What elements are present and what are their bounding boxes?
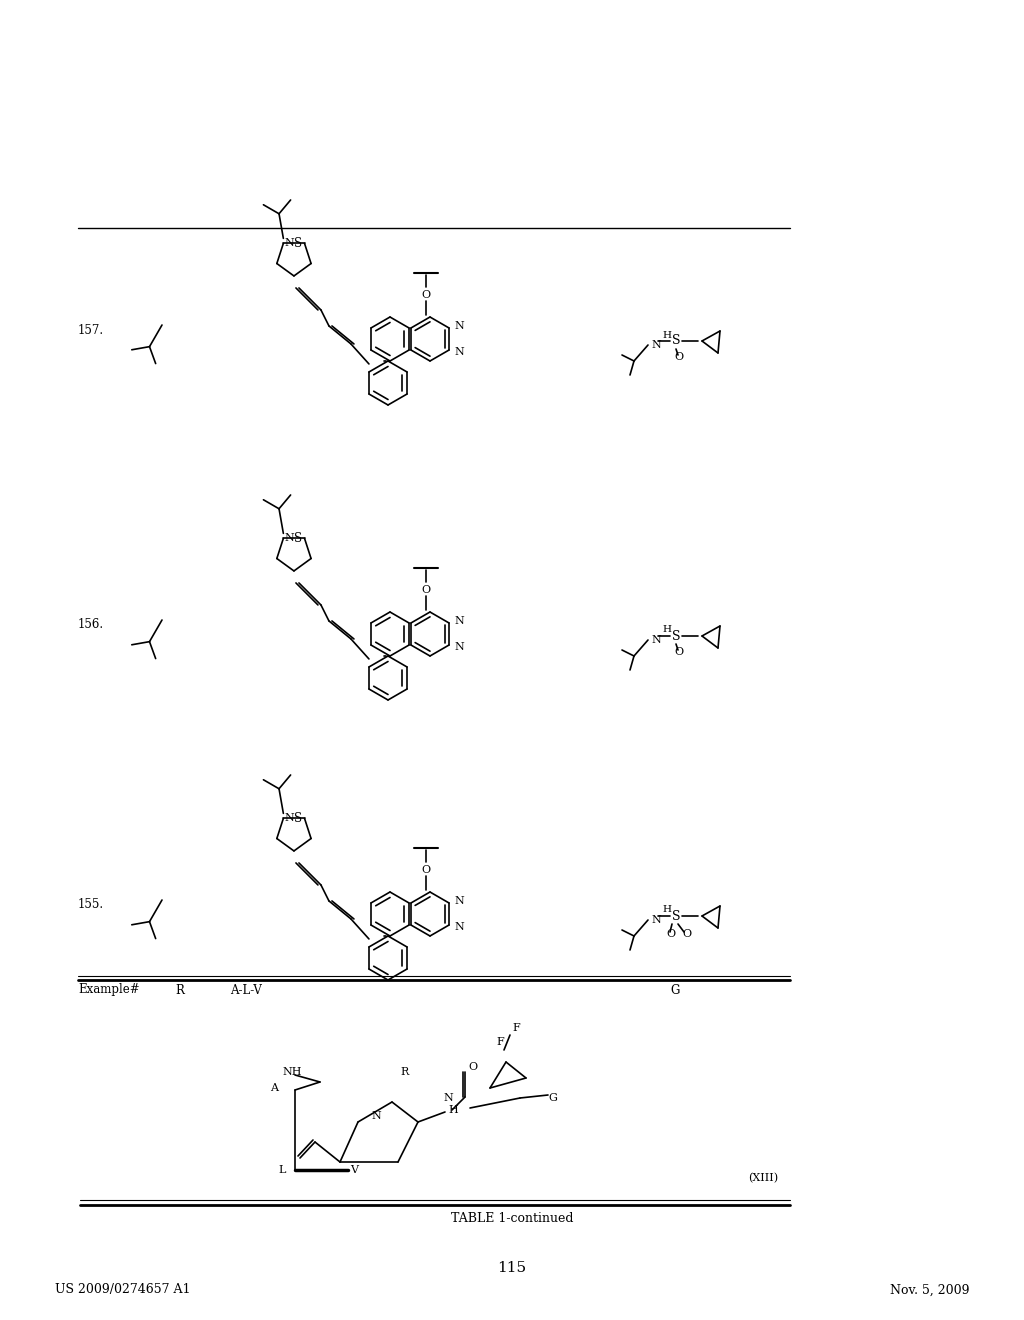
Text: Example#: Example#: [78, 983, 139, 997]
Text: NH: NH: [282, 1067, 301, 1077]
Text: R: R: [175, 983, 184, 997]
Text: N: N: [443, 1093, 453, 1104]
Text: V: V: [350, 1166, 358, 1175]
Text: O: O: [682, 929, 691, 939]
Text: H: H: [662, 330, 671, 339]
Text: N: N: [651, 341, 660, 350]
Text: O: O: [674, 352, 683, 362]
Text: Nov. 5, 2009: Nov. 5, 2009: [891, 1283, 970, 1296]
Text: G: G: [548, 1093, 557, 1104]
Text: 156.: 156.: [78, 619, 104, 631]
Text: S: S: [295, 532, 302, 545]
Text: N: N: [285, 239, 294, 248]
Text: N: N: [454, 347, 464, 356]
Text: 157.: 157.: [78, 323, 104, 337]
Text: N: N: [371, 1111, 381, 1121]
Text: O: O: [422, 585, 430, 595]
Text: N: N: [651, 915, 660, 925]
Text: S: S: [295, 812, 302, 825]
Text: TABLE 1-continued: TABLE 1-continued: [451, 1212, 573, 1225]
Text: N: N: [454, 642, 464, 652]
Text: A-L-V: A-L-V: [230, 983, 262, 997]
Text: H: H: [449, 1105, 458, 1115]
Text: N: N: [454, 616, 464, 626]
Text: O: O: [666, 929, 675, 939]
Text: O: O: [468, 1063, 477, 1072]
Text: R: R: [400, 1067, 409, 1077]
Text: (XIII): (XIII): [748, 1173, 778, 1183]
Text: N: N: [454, 921, 464, 932]
Text: S: S: [295, 236, 302, 249]
Text: N: N: [285, 533, 294, 544]
Text: O: O: [422, 290, 430, 300]
Text: N: N: [651, 635, 660, 645]
Text: N: N: [454, 896, 464, 906]
Text: 155.: 155.: [78, 899, 104, 912]
Text: N: N: [454, 321, 464, 331]
Text: A: A: [270, 1082, 278, 1093]
Text: F: F: [496, 1038, 504, 1047]
Text: G: G: [670, 983, 679, 997]
Text: N: N: [285, 813, 294, 824]
Text: S: S: [672, 630, 681, 643]
Text: H: H: [662, 906, 671, 915]
Text: S: S: [672, 909, 681, 923]
Text: S: S: [672, 334, 681, 347]
Text: L: L: [278, 1166, 286, 1175]
Text: O: O: [422, 865, 430, 875]
Text: H: H: [662, 626, 671, 635]
Text: 115: 115: [498, 1261, 526, 1275]
Text: US 2009/0274657 A1: US 2009/0274657 A1: [55, 1283, 190, 1296]
Text: F: F: [512, 1023, 520, 1034]
Text: O: O: [674, 647, 683, 657]
